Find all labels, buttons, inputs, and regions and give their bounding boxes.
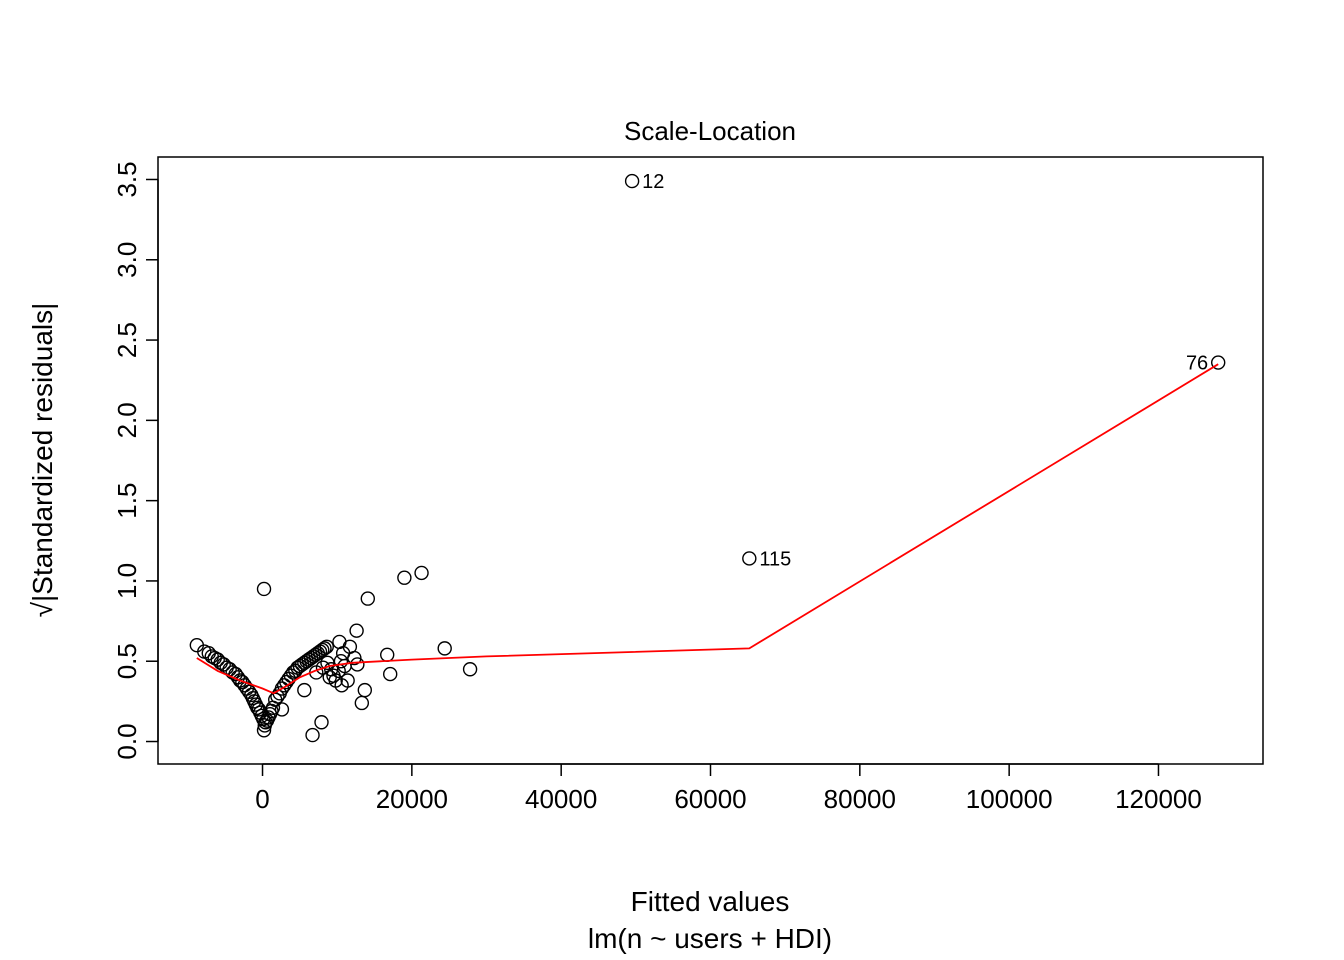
y-tick-label: 0.5 [112,643,142,679]
point-label: 115 [759,548,791,570]
data-point [349,623,364,638]
data-point [340,673,355,688]
data-points [189,173,1226,743]
x-axis-label: Fitted values [631,886,790,917]
y-tick-label: 2.0 [112,402,142,438]
x-axis: 0 20000 40000 60000 80000 100000 120000 [255,763,1202,814]
y-axis-label-text: |Standardized residuals| [27,303,58,602]
data-point [256,581,272,597]
data-point [274,702,290,717]
data-point [380,647,395,663]
data-point [350,657,365,672]
data-point [347,650,362,666]
point-label: 76 [1186,353,1208,375]
data-point [354,695,370,711]
data-point [317,641,332,656]
data-point [305,727,320,743]
y-axis-label-group: √|Standardized residuals| [27,303,58,618]
data-point [256,723,272,738]
data-point [297,682,312,698]
data-point [414,565,429,581]
y-tick-label: 1.0 [112,563,142,599]
data-point [462,662,478,677]
y-tick-label: 1.5 [112,483,142,519]
y-axis: 0.0 0.5 1.0 1.5 2.0 2.5 3.0 3.5 [112,161,159,760]
data-point [357,682,373,698]
plot-frame [157,156,1264,765]
x-tick-label: 100000 [966,784,1053,814]
smooth-trend-line [196,363,1219,695]
data-point [315,642,330,658]
x-tick-label: 60000 [674,784,746,814]
point-labels: 12 115 76 [642,171,1208,570]
y-tick-label: 3.5 [112,161,142,197]
point-label: 12 [642,171,664,193]
y-tick-label: 0.0 [112,723,142,759]
data-point [314,715,329,730]
x-tick-label: 80000 [824,784,896,814]
y-axis-label: √|Standardized residuals| [27,303,58,618]
x-tick-label: 0 [255,784,269,814]
data-point [225,665,240,680]
data-point [742,551,757,566]
x-axis-sublabel: lm(n ~ users + HDI) [588,923,832,954]
data-point [1211,355,1226,370]
data-point [319,639,334,654]
chart-title: Scale-Location [624,116,796,146]
y-axis-label-sqrt: √ [27,601,58,617]
x-tick-label: 120000 [1115,784,1202,814]
data-point [437,641,452,656]
data-point [382,666,398,682]
data-point [315,660,331,675]
x-tick-label: 20000 [376,784,448,814]
data-point [624,173,640,189]
x-tick-label: 40000 [525,784,597,814]
data-point [333,654,349,669]
y-tick-label: 3.0 [112,242,142,278]
data-point [397,570,412,585]
data-point [270,689,285,704]
data-point [360,591,376,606]
y-tick-label: 2.5 [112,322,142,358]
